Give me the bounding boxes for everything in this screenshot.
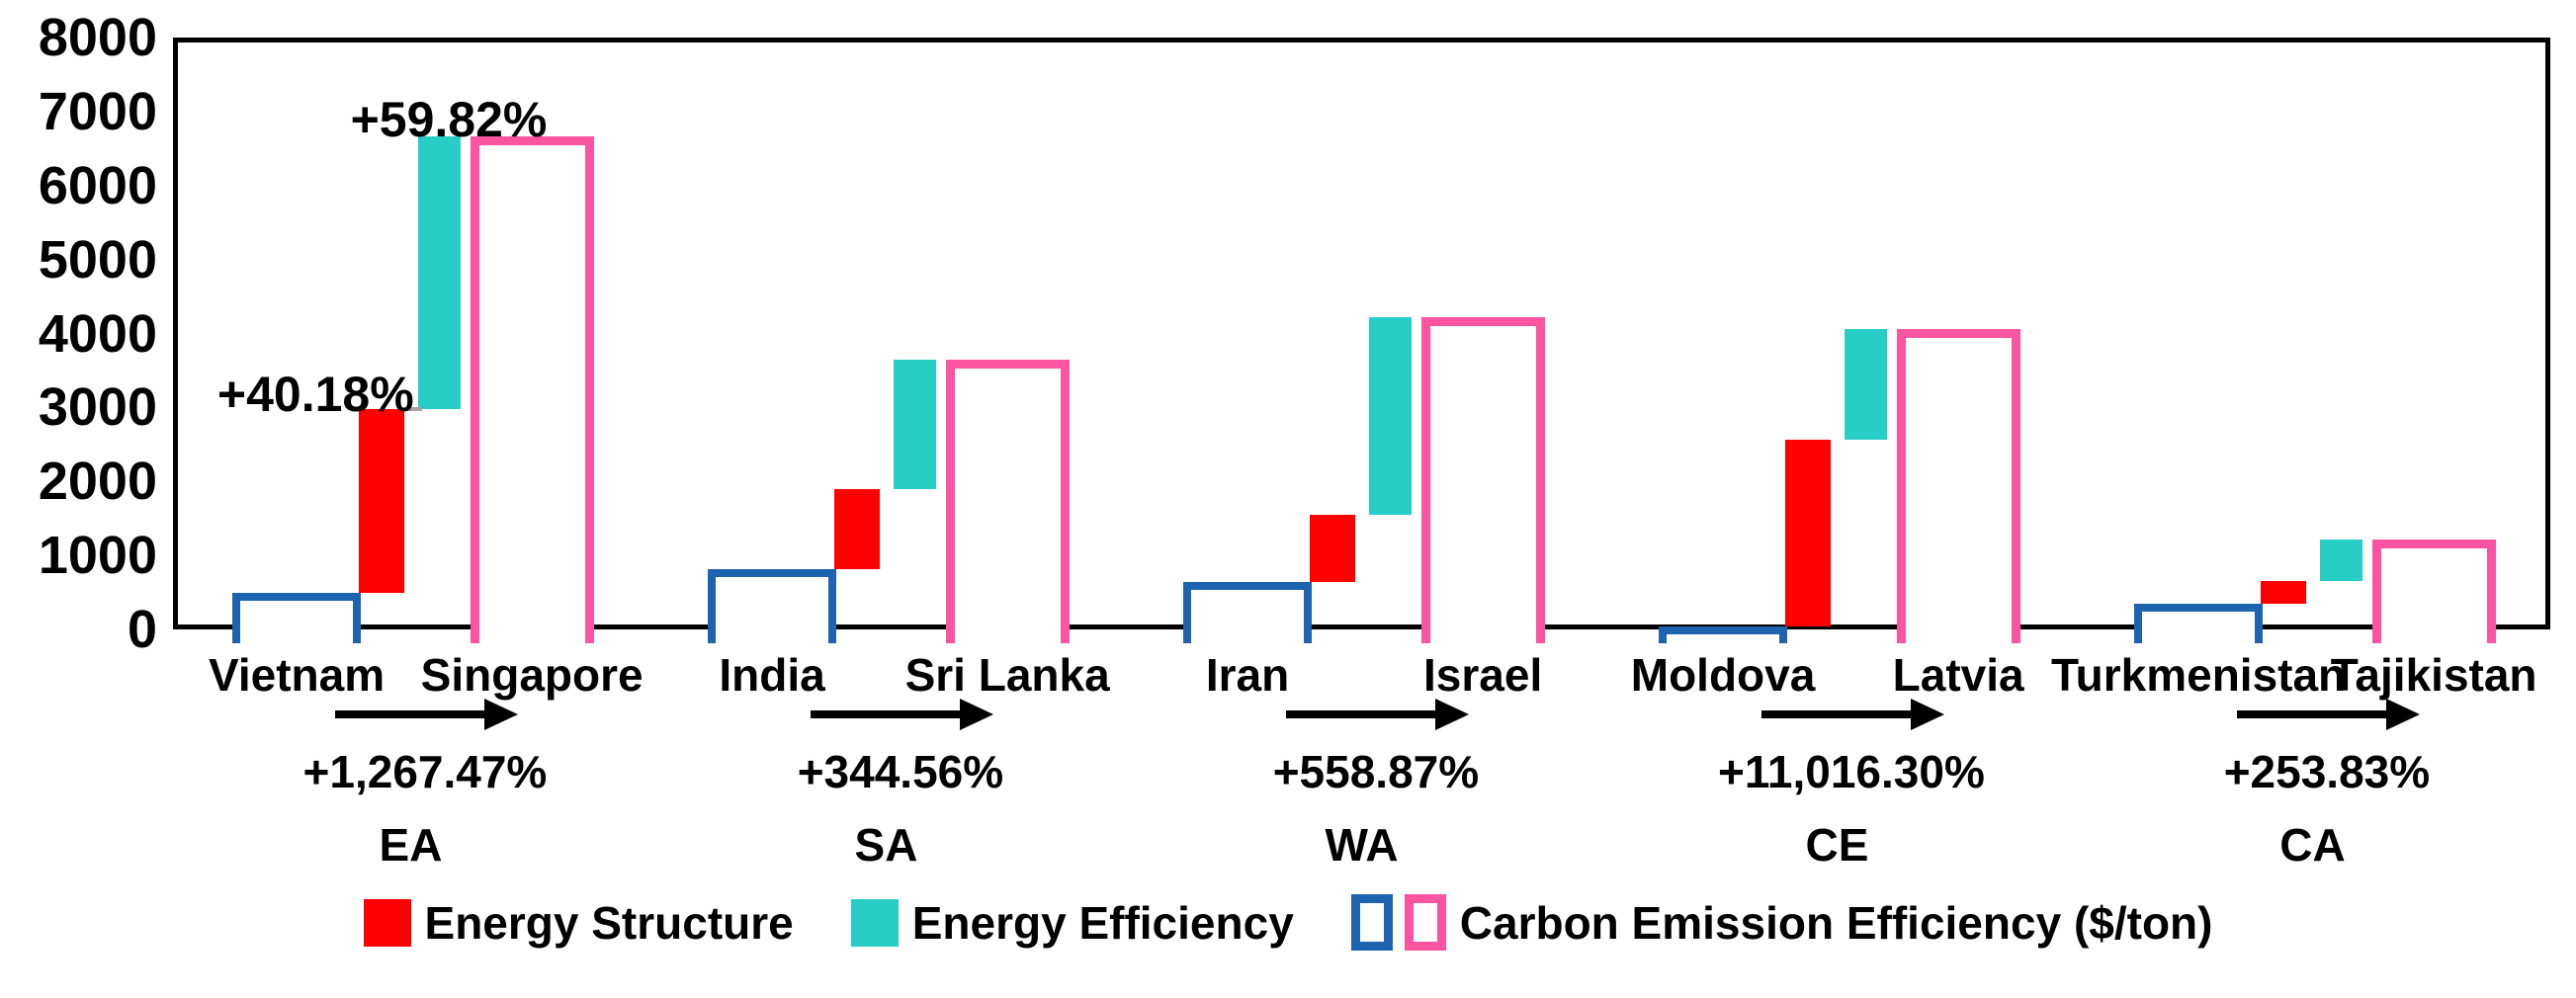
total-change-label-ca: +253.83% bbox=[2223, 746, 2431, 797]
x-label-vietnam: Vietnam bbox=[208, 649, 386, 701]
carbon-to-swatch-icon bbox=[1404, 894, 1446, 951]
bar-energy-structure-sa bbox=[833, 489, 881, 569]
x-label-sri-lanka: Sri Lanka bbox=[904, 649, 1110, 701]
arrow-icon bbox=[334, 710, 485, 718]
bar-energy-efficiency-sa bbox=[893, 360, 936, 490]
region-label-ce: CE bbox=[1805, 819, 1869, 871]
arrow-head-icon bbox=[2386, 699, 2421, 730]
bar-carbon-efficiency-israel bbox=[1420, 317, 1545, 643]
total-change-label-ce: +11,016.30% bbox=[1717, 746, 1985, 797]
legend-label-energy-efficiency: Energy Efficiency bbox=[911, 896, 1294, 949]
energy-structure-swatch-icon bbox=[363, 898, 411, 947]
region-label-ea: EA bbox=[379, 819, 443, 871]
bar-carbon-efficiency-singapore bbox=[470, 135, 594, 643]
y-axis-tick-label: 0 bbox=[127, 600, 157, 659]
arrow-icon bbox=[1760, 710, 1912, 718]
bar-carbon-efficiency-vietnam bbox=[232, 593, 361, 643]
region-label-wa: WA bbox=[1325, 819, 1399, 871]
bar-energy-efficiency-ea bbox=[417, 135, 461, 410]
contribution-annotation-ea: +59.82% bbox=[350, 92, 548, 148]
arrow-head-icon bbox=[1911, 699, 1945, 730]
region-label-ca: CA bbox=[2279, 819, 2346, 871]
bar-energy-structure-ce bbox=[1784, 439, 1832, 627]
arrow-icon bbox=[1285, 710, 1436, 718]
y-axis-tick-label: 1000 bbox=[38, 526, 157, 586]
x-label-latvia: Latvia bbox=[1892, 649, 2024, 701]
y-axis-tick-label: 5000 bbox=[38, 229, 157, 290]
y-axis-tick-label: 7000 bbox=[38, 81, 157, 141]
x-label-tajikistan: Tajikistan bbox=[2330, 649, 2537, 701]
x-label-singapore: Singapore bbox=[420, 649, 644, 701]
y-axis-tick-label: 6000 bbox=[38, 155, 157, 215]
carbon-from-swatch-icon bbox=[1350, 894, 1393, 951]
y-axis-tick-label: 4000 bbox=[38, 303, 157, 364]
contribution-annotation-ea: +40.18% bbox=[216, 366, 414, 422]
legend-item-energy-efficiency: Energy Efficiency bbox=[850, 896, 1294, 950]
x-label-israel: Israel bbox=[1423, 649, 1543, 701]
bar-energy-structure-ea bbox=[358, 409, 405, 594]
y-axis-tick-label: 2000 bbox=[38, 452, 157, 512]
x-label-iran: Iran bbox=[1205, 649, 1290, 701]
arrow-head-icon bbox=[484, 699, 519, 730]
y-axis-tick-label: 3000 bbox=[38, 377, 157, 438]
bar-energy-efficiency-wa bbox=[1368, 317, 1412, 515]
arrow-icon bbox=[810, 710, 961, 718]
bar-carbon-efficiency-moldova bbox=[1659, 626, 1787, 643]
total-change-label-wa: +558.87% bbox=[1272, 746, 1480, 797]
total-change-label-ea: +1,267.47% bbox=[302, 746, 548, 797]
bar-energy-efficiency-ca bbox=[2319, 539, 2362, 582]
bar-carbon-efficiency-sri-lanka bbox=[945, 360, 1070, 643]
bar-carbon-efficiency-latvia bbox=[1896, 329, 2020, 643]
legend-label-energy-structure: Energy Structure bbox=[424, 896, 794, 949]
bar-carbon-efficiency-iran bbox=[1183, 582, 1312, 643]
x-label-turkmenistan: Turkmenistan bbox=[2050, 649, 2347, 701]
chart-legend: Energy Structure Energy Efficiency Carbo… bbox=[0, 894, 2576, 951]
carbon-efficiency-swatch-pair bbox=[1350, 894, 1446, 951]
energy-efficiency-swatch-icon bbox=[850, 898, 899, 947]
y-axis-tick-label: 8000 bbox=[38, 8, 157, 67]
total-change-label-sa: +344.56% bbox=[797, 746, 1004, 797]
arrow-head-icon bbox=[960, 699, 994, 730]
bar-carbon-efficiency-india bbox=[708, 568, 836, 643]
waterfall-connector-ea bbox=[404, 407, 422, 412]
legend-label-carbon-emission-efficiency: Carbon Emission Efficiency ($/ton) bbox=[1459, 896, 2213, 949]
bar-energy-structure-wa bbox=[1309, 514, 1356, 583]
legend-item-energy-structure: Energy Structure bbox=[363, 896, 794, 950]
bar-energy-efficiency-ce bbox=[1844, 329, 1887, 440]
legend-item-carbon-emission-efficiency: Carbon Emission Efficiency ($/ton) bbox=[1350, 894, 2213, 951]
region-label-sa: SA bbox=[854, 819, 918, 871]
bar-carbon-efficiency-tajikistan bbox=[2371, 539, 2496, 643]
bar-carbon-efficiency-turkmenistan bbox=[2134, 604, 2263, 643]
arrow-icon bbox=[2236, 710, 2387, 718]
arrow-head-icon bbox=[1435, 699, 1470, 730]
bar-energy-structure-ca bbox=[2260, 581, 2307, 605]
x-label-moldova: Moldova bbox=[1630, 649, 1816, 701]
x-label-india: India bbox=[719, 649, 825, 701]
